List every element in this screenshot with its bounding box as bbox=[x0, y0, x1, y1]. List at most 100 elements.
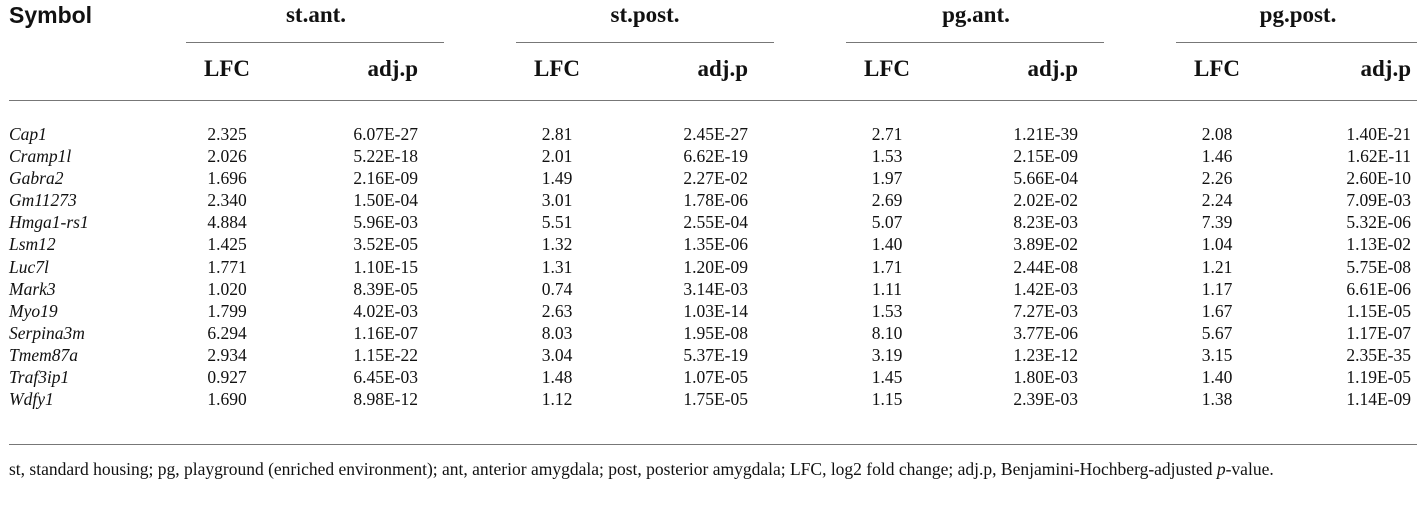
adjp-cell: 2.35E-35 bbox=[1346, 344, 1411, 365]
adjp-cell: 7.09E-03 bbox=[1346, 190, 1411, 211]
gene-symbol: Cramp1l bbox=[9, 146, 72, 167]
lfc-cell: 3.01 bbox=[541, 190, 573, 211]
adjp-cell: 1.17E-07 bbox=[1346, 322, 1411, 343]
lfc-cell: 2.24 bbox=[1201, 190, 1233, 211]
adjp-cell: 3.89E-02 bbox=[1013, 234, 1078, 255]
lfc-cell: 4.884 bbox=[207, 212, 247, 233]
lfc-cell: 1.11 bbox=[872, 278, 902, 299]
table-row: Tmem87a 2.934 1.15E-22 3.04 5.37E-19 3.19 1.23… bbox=[0, 344, 1425, 366]
table-bottom-rule bbox=[9, 444, 1417, 445]
adjp-cell: 2.16E-09 bbox=[353, 168, 418, 189]
lfc-cell: 1.38 bbox=[1201, 389, 1233, 410]
lfc-cell: 1.696 bbox=[207, 168, 247, 189]
adjp-cell: 6.62E-19 bbox=[683, 146, 748, 167]
lfc-cell: 1.40 bbox=[871, 234, 903, 255]
group-header-st-ant: st.ant. bbox=[285, 2, 347, 27]
group-header-pg-ant: pg.ant. bbox=[942, 2, 1010, 27]
adjp-cell: 8.23E-03 bbox=[1013, 212, 1078, 233]
lfc-cell: 1.020 bbox=[207, 278, 247, 299]
adjp-cell: 4.02E-03 bbox=[353, 300, 418, 321]
gene-symbol: Tmem87a bbox=[9, 344, 79, 365]
adjp-cell: 2.39E-03 bbox=[1013, 389, 1078, 410]
adjp-cell: 5.37E-19 bbox=[683, 344, 748, 365]
table-row: Mark3 1.020 8.39E-05 0.74 3.14E-03 1.11 1.42E-… bbox=[0, 278, 1425, 300]
adjp-header: adj.p bbox=[367, 56, 419, 81]
adjp-cell: 2.60E-10 bbox=[1346, 168, 1411, 189]
lfc-cell: 2.08 bbox=[1201, 124, 1233, 144]
adjp-cell: 6.07E-27 bbox=[353, 124, 418, 144]
lfc-cell: 2.71 bbox=[871, 124, 903, 144]
lfc-cell: 1.771 bbox=[207, 256, 247, 277]
group-header-row: Symbol st.ant. st.post. pg.ant. pg.post. bbox=[0, 0, 1425, 40]
lfc-cell: 6.294 bbox=[207, 322, 247, 343]
adjp-cell: 1.03E-14 bbox=[683, 300, 748, 321]
adjp-cell: 1.10E-15 bbox=[353, 256, 418, 277]
lfc-cell: 1.12 bbox=[541, 389, 573, 410]
adjp-cell: 2.55E-04 bbox=[683, 212, 748, 233]
lfc-cell: 1.17 bbox=[1201, 278, 1233, 299]
adjp-header: adj.p bbox=[1027, 56, 1079, 81]
footnote-text: st, standard housing; pg, playground (en… bbox=[9, 459, 1217, 479]
lfc-cell: 8.03 bbox=[541, 322, 573, 343]
table-footnote: st, standard housing; pg, playground (en… bbox=[9, 457, 1417, 481]
lfc-cell: 2.325 bbox=[207, 124, 247, 144]
lfc-cell: 2.934 bbox=[207, 344, 247, 365]
footnote-p-italic: p bbox=[1216, 459, 1226, 479]
table-row: Myo19 1.799 4.02E-03 2.63 1.03E-14 1.53 7.27E-… bbox=[0, 300, 1425, 322]
adjp-cell: 1.62E-11 bbox=[1347, 146, 1411, 167]
lfc-cell: 1.31 bbox=[541, 256, 573, 277]
lfc-cell: 7.39 bbox=[1201, 212, 1233, 233]
lfc-cell: 1.53 bbox=[871, 300, 903, 321]
adjp-cell: 1.15E-22 bbox=[353, 344, 418, 365]
adjp-cell: 1.35E-06 bbox=[683, 234, 748, 255]
lfc-cell: 2.01 bbox=[541, 146, 573, 167]
lfc-cell: 0.74 bbox=[541, 278, 573, 299]
adjp-cell: 5.22E-18 bbox=[353, 146, 418, 167]
lfc-cell: 2.026 bbox=[207, 146, 247, 167]
adjp-cell: 2.27E-02 bbox=[683, 168, 748, 189]
gene-symbol: Gm11273 bbox=[9, 190, 77, 211]
gene-symbol: Traf3ip1 bbox=[9, 367, 70, 388]
gene-symbol: Myo19 bbox=[9, 300, 58, 321]
gene-symbol: Gabra2 bbox=[9, 168, 64, 189]
lfc-header: LFC bbox=[534, 56, 580, 81]
lfc-cell: 3.19 bbox=[871, 344, 903, 365]
adjp-header: adj.p bbox=[1360, 56, 1412, 81]
group-underline bbox=[186, 42, 444, 43]
table-row: Serpina3m 6.294 1.16E-07 8.03 1.95E-08 8.10 3.… bbox=[0, 322, 1425, 344]
lfc-cell: 1.40 bbox=[1201, 367, 1233, 388]
lfc-cell: 2.69 bbox=[871, 190, 903, 211]
lfc-cell: 1.53 bbox=[871, 146, 903, 167]
adjp-header: adj.p bbox=[697, 56, 749, 81]
adjp-cell: 1.50E-04 bbox=[353, 190, 418, 211]
adjp-cell: 6.61E-06 bbox=[1346, 278, 1411, 299]
adjp-cell: 1.23E-12 bbox=[1013, 344, 1078, 365]
lfc-cell: 1.67 bbox=[1201, 300, 1233, 321]
adjp-cell: 1.21E-39 bbox=[1013, 124, 1078, 144]
gene-symbol: Wdfy1 bbox=[9, 389, 54, 410]
table-row: Hmga1-rs1 4.884 5.96E-03 5.51 2.55E-04 5.07 8.… bbox=[0, 211, 1425, 233]
table-row: Traf3ip1 0.927 6.45E-03 1.48 1.07E-05 1.45 1.8… bbox=[0, 366, 1425, 388]
adjp-cell: 8.39E-05 bbox=[353, 278, 418, 299]
lfc-cell: 1.48 bbox=[541, 367, 573, 388]
lfc-cell: 5.67 bbox=[1201, 322, 1233, 343]
group-header-pg-post: pg.post. bbox=[1259, 2, 1337, 27]
table-row: Gabra2 1.696 2.16E-09 1.49 2.27E-02 1.97 5.66E… bbox=[0, 167, 1425, 189]
adjp-cell: 1.14E-09 bbox=[1346, 389, 1411, 410]
adjp-cell: 1.75E-05 bbox=[683, 389, 748, 410]
lfc-cell: 2.340 bbox=[207, 190, 247, 211]
symbol-header: Symbol bbox=[9, 2, 93, 28]
lfc-cell: 3.04 bbox=[541, 344, 573, 365]
lfc-cell: 1.799 bbox=[207, 300, 247, 321]
adjp-cell: 1.95E-08 bbox=[683, 322, 748, 343]
gene-symbol: Mark3 bbox=[9, 278, 56, 299]
lfc-cell: 2.26 bbox=[1201, 168, 1233, 189]
lfc-cell: 1.32 bbox=[541, 234, 573, 255]
adjp-cell: 5.66E-04 bbox=[1013, 168, 1078, 189]
table-row: Luc7l 1.771 1.10E-15 1.31 1.20E-09 1.71 2.44E-… bbox=[0, 256, 1425, 278]
lfc-cell: 1.425 bbox=[207, 234, 247, 255]
gene-symbol: Hmga1-rs1 bbox=[9, 212, 89, 233]
lfc-header: LFC bbox=[204, 56, 250, 81]
column-header-row: LFC adj.p LFC adj.p LFC adj.p LFC adj.p bbox=[0, 56, 1425, 86]
lfc-cell: 2.81 bbox=[541, 124, 573, 144]
